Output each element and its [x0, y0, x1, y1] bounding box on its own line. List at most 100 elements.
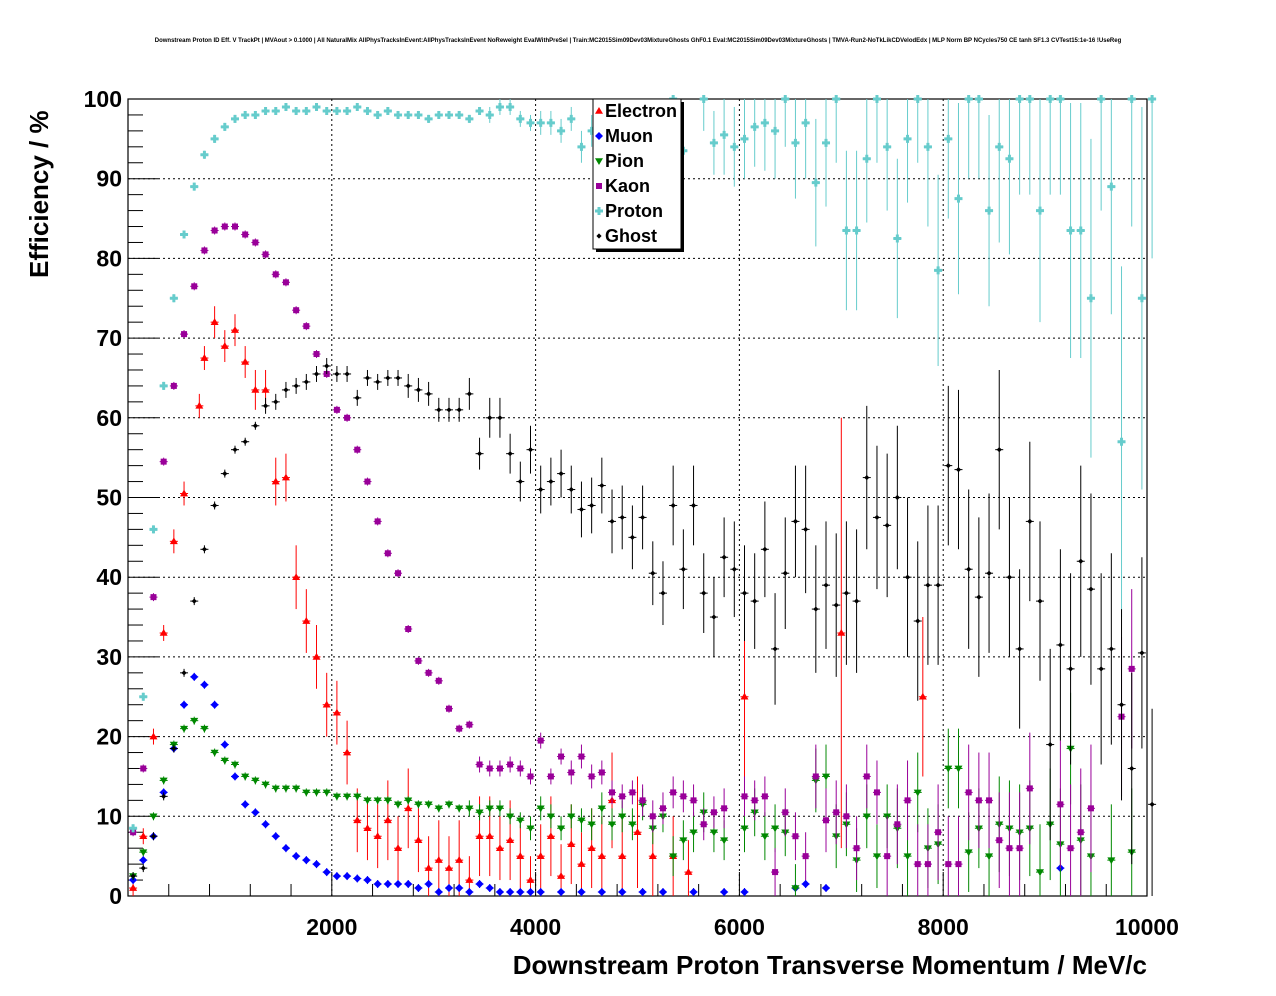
- chart-title: Downstream Proton ID Eff. V TrackPt | MV…: [155, 38, 1122, 44]
- data-marker: [680, 566, 686, 572]
- data-marker: [444, 884, 453, 893]
- data-point: [852, 150, 861, 311]
- data-marker: [670, 502, 676, 509]
- data-point: [261, 106, 270, 115]
- data-point: [394, 800, 403, 809]
- data-marker: [690, 502, 697, 509]
- data-point: [587, 764, 596, 789]
- data-marker: [139, 856, 148, 865]
- data-marker: [191, 283, 198, 290]
- data-marker: [485, 805, 494, 813]
- data-point: [343, 872, 352, 881]
- data-point: [608, 780, 617, 805]
- data-marker: [404, 804, 413, 812]
- data-marker: [281, 785, 290, 793]
- data-marker: [701, 590, 707, 596]
- data-point: [495, 888, 504, 897]
- data-marker: [261, 820, 270, 829]
- data-marker: [261, 106, 270, 115]
- data-marker: [220, 342, 229, 349]
- data-point: [180, 700, 189, 709]
- data-marker: [485, 884, 494, 893]
- data-marker: [792, 833, 799, 840]
- data-marker: [1057, 801, 1064, 808]
- data-marker: [801, 880, 810, 889]
- data-marker: [394, 880, 403, 889]
- series-ghost: [129, 358, 1157, 896]
- data-point: [434, 676, 443, 685]
- data-marker: [312, 789, 321, 797]
- data-point: [139, 848, 148, 857]
- data-point: [618, 888, 627, 897]
- y-axis-title: Efficiency / %: [24, 110, 54, 278]
- data-point: [577, 481, 586, 538]
- data-marker: [862, 813, 871, 821]
- data-marker: [149, 813, 158, 821]
- data-marker: [363, 797, 372, 805]
- data-marker: [975, 797, 982, 804]
- data-marker: [934, 266, 943, 275]
- data-point: [404, 768, 413, 849]
- data-point: [1076, 768, 1085, 896]
- data-marker: [996, 447, 1002, 453]
- data-point: [495, 760, 504, 777]
- data-point: [312, 860, 321, 869]
- data-point: [557, 888, 566, 897]
- y-tick-label: 60: [96, 405, 122, 431]
- data-marker: [303, 323, 310, 330]
- data-marker: [567, 840, 576, 847]
- data-point: [1015, 95, 1024, 195]
- data-point: [180, 668, 189, 677]
- data-point: [414, 110, 423, 119]
- data-marker: [904, 574, 911, 580]
- data-point: [159, 381, 168, 390]
- data-marker: [536, 118, 545, 127]
- data-point: [230, 114, 239, 123]
- data-point: [475, 437, 484, 470]
- data-point: [169, 529, 178, 554]
- data-point: [230, 772, 239, 781]
- data-marker: [812, 773, 819, 780]
- data-marker: [434, 888, 443, 897]
- data-marker: [588, 773, 595, 780]
- data-marker: [935, 829, 942, 836]
- data-point: [1086, 744, 1095, 873]
- data-point: [1066, 102, 1075, 359]
- data-point: [169, 744, 178, 753]
- data-marker: [578, 506, 585, 513]
- data-point: [1036, 99, 1045, 323]
- data-marker: [210, 749, 219, 757]
- data-marker: [740, 134, 749, 143]
- data-point: [485, 800, 494, 817]
- data-point: [322, 868, 331, 877]
- data-marker: [842, 226, 851, 235]
- data-point: [169, 381, 178, 390]
- data-marker: [149, 732, 158, 740]
- data-marker: [201, 247, 208, 254]
- data-marker: [771, 126, 780, 135]
- data-marker: [1046, 95, 1055, 103]
- data-point: [954, 728, 963, 809]
- data-point: [434, 804, 443, 813]
- data-marker: [538, 486, 544, 493]
- data-point: [918, 617, 927, 777]
- data-point: [883, 99, 892, 211]
- data-marker: [883, 142, 892, 151]
- data-point: [292, 306, 301, 315]
- data-point: [332, 405, 341, 414]
- data-marker: [557, 872, 566, 879]
- data-point: [811, 545, 820, 673]
- data-marker: [220, 122, 229, 131]
- data-point: [271, 393, 280, 410]
- data-marker: [526, 118, 535, 127]
- data-marker: [679, 837, 688, 845]
- data-point: [872, 95, 881, 163]
- data-point: [414, 808, 423, 873]
- data-point: [709, 577, 718, 657]
- data-point: [1117, 266, 1126, 618]
- data-marker: [486, 765, 493, 772]
- data-marker: [272, 271, 279, 278]
- data-marker: [669, 853, 678, 861]
- data-marker: [1066, 226, 1075, 235]
- data-marker: [261, 385, 270, 393]
